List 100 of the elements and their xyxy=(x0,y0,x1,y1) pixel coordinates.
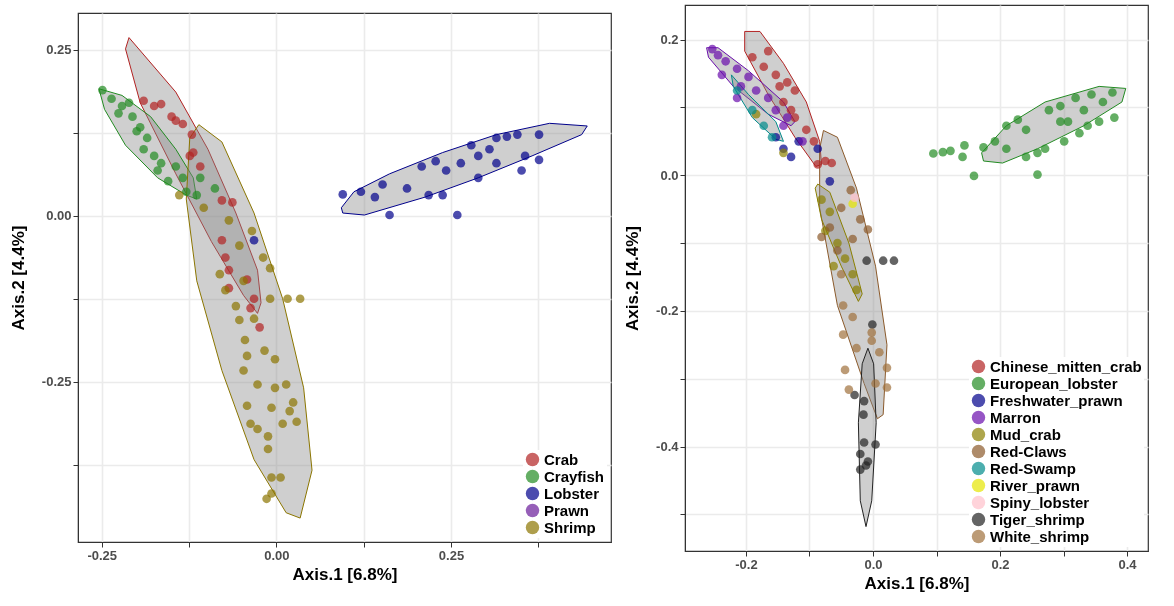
point xyxy=(767,132,777,142)
point xyxy=(990,137,1000,146)
point xyxy=(178,173,188,183)
point xyxy=(844,385,854,394)
point xyxy=(979,143,988,152)
point xyxy=(825,223,835,232)
point xyxy=(520,151,530,161)
x-tick-label: 0.4 xyxy=(1118,556,1138,572)
point xyxy=(107,94,116,104)
point xyxy=(517,166,526,175)
x-tick-label: 0.2 xyxy=(991,556,1010,572)
point xyxy=(378,180,387,189)
point xyxy=(156,158,166,168)
point xyxy=(267,489,276,498)
legend-label: Shrimp xyxy=(544,518,596,536)
point xyxy=(859,438,869,447)
point xyxy=(846,185,856,195)
point xyxy=(295,294,305,304)
point xyxy=(863,225,873,234)
point xyxy=(235,241,244,250)
point xyxy=(732,86,742,95)
point xyxy=(813,144,823,154)
point xyxy=(790,86,800,95)
point xyxy=(285,406,294,416)
point xyxy=(281,380,291,389)
y-axis-title: Axis.2 [4.4%] xyxy=(8,225,28,331)
point xyxy=(744,72,753,82)
point xyxy=(848,312,857,322)
point xyxy=(249,294,259,304)
point xyxy=(848,234,857,244)
point xyxy=(1013,115,1023,124)
point xyxy=(215,269,225,279)
point xyxy=(969,171,979,181)
legend-label: White_shrimp xyxy=(990,527,1090,545)
point xyxy=(850,193,859,202)
point xyxy=(1110,113,1119,122)
point xyxy=(246,303,255,313)
y-tick-label: -0.25 xyxy=(41,374,72,390)
point xyxy=(889,256,899,266)
point xyxy=(431,156,440,166)
point xyxy=(825,177,835,186)
point xyxy=(782,78,792,87)
point xyxy=(763,46,773,56)
point xyxy=(240,335,250,345)
point xyxy=(534,130,544,139)
y-tick-label: 0.25 xyxy=(46,42,72,58)
point xyxy=(174,190,184,200)
point xyxy=(747,52,757,62)
point xyxy=(1021,152,1031,162)
point xyxy=(747,105,757,115)
legend-label: Lobster xyxy=(544,484,600,502)
point xyxy=(270,383,280,393)
point xyxy=(356,187,366,197)
point xyxy=(1079,105,1089,115)
point xyxy=(192,190,202,200)
point xyxy=(338,190,348,199)
legend-label: Spiny_lobster xyxy=(990,493,1090,511)
point xyxy=(187,130,197,139)
point xyxy=(1087,90,1096,99)
point xyxy=(817,232,826,242)
point xyxy=(163,176,173,186)
point xyxy=(732,64,742,74)
point xyxy=(838,330,848,339)
point xyxy=(473,173,483,183)
point xyxy=(1075,128,1084,138)
point xyxy=(833,238,842,248)
point xyxy=(221,285,230,295)
point xyxy=(242,401,252,411)
point xyxy=(867,328,877,337)
point xyxy=(402,184,412,193)
point xyxy=(867,336,877,346)
point xyxy=(98,85,107,95)
point xyxy=(385,210,394,220)
point xyxy=(171,116,181,125)
point xyxy=(859,396,869,406)
y-tick-label: -0.2 xyxy=(656,303,679,319)
point xyxy=(779,97,788,107)
point xyxy=(1108,88,1117,97)
point xyxy=(713,50,723,60)
point xyxy=(267,403,276,413)
point xyxy=(466,140,476,150)
point xyxy=(370,192,380,202)
point xyxy=(861,461,871,470)
legend-label: Chinese_mitten_crab xyxy=(990,357,1142,375)
point xyxy=(960,141,969,150)
point xyxy=(195,162,205,171)
point xyxy=(253,424,262,434)
y-tick-label: -0.4 xyxy=(656,439,680,455)
point xyxy=(852,343,861,353)
point xyxy=(840,254,850,263)
point xyxy=(217,196,227,205)
point xyxy=(224,265,234,275)
point xyxy=(239,276,248,286)
point xyxy=(178,119,188,129)
point xyxy=(829,261,838,271)
point xyxy=(181,187,191,197)
point xyxy=(763,93,773,103)
legend-label: Mud_crab xyxy=(990,425,1061,443)
point xyxy=(239,366,248,375)
point xyxy=(1083,121,1092,131)
